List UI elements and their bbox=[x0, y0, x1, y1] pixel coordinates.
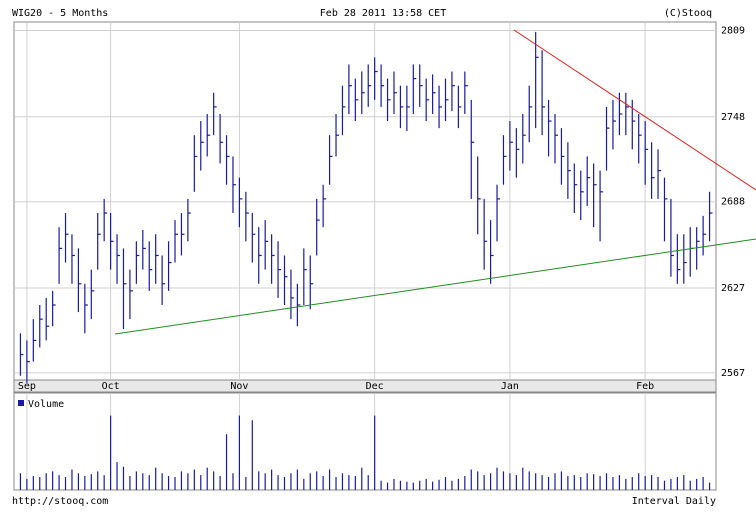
footer-right: Interval Daily bbox=[632, 496, 716, 507]
x-tick-label: Oct bbox=[102, 381, 120, 392]
x-tick-label: Feb bbox=[636, 381, 654, 392]
footer-left: http://stooq.com bbox=[12, 496, 108, 507]
support-trendline bbox=[114, 238, 756, 335]
y-tick-label: 2809 bbox=[721, 25, 745, 36]
y-tick-label: 2627 bbox=[721, 283, 745, 294]
y-tick-label: 2688 bbox=[721, 197, 745, 208]
y-tick-label: 2567 bbox=[721, 368, 745, 379]
volume-panel bbox=[13, 392, 717, 491]
y-tick-label: 2748 bbox=[721, 112, 745, 123]
chart-subtitle: Feb 28 2011 13:58 CET bbox=[320, 8, 446, 19]
x-tick-label: Sep bbox=[18, 381, 36, 392]
resistance-trendline bbox=[513, 29, 756, 191]
x-tick-label: Dec bbox=[366, 381, 384, 392]
volume-legend: Volume bbox=[28, 399, 64, 410]
chart-title: WIG20 - 5 Months bbox=[12, 8, 108, 19]
x-tick-label: Nov bbox=[230, 381, 248, 392]
volume-legend-swatch bbox=[18, 400, 24, 406]
x-tick-label: Jan bbox=[501, 381, 519, 392]
source: (C)Stooq bbox=[664, 8, 712, 19]
x-axis-band bbox=[13, 379, 717, 393]
